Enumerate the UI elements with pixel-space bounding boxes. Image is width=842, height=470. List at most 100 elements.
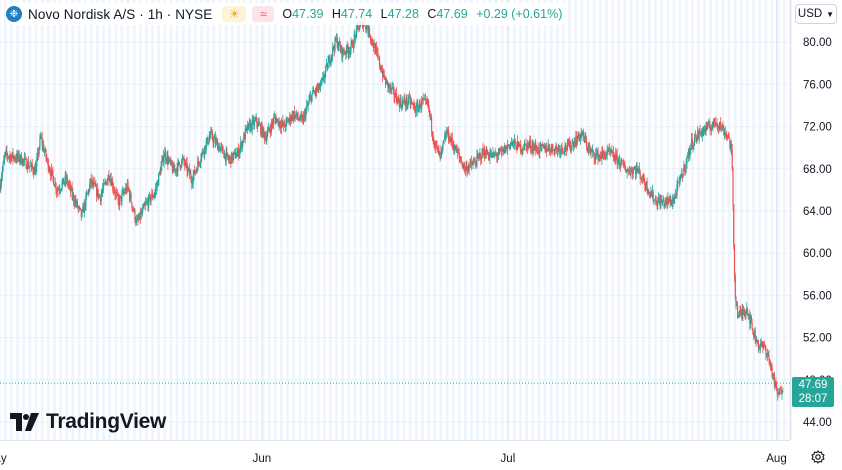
candle-body	[270, 122, 272, 132]
candle-body	[135, 219, 138, 223]
candle-body	[319, 82, 322, 88]
time-tick-label: May	[0, 453, 7, 465]
candle-body	[762, 345, 764, 348]
session-stripe	[482, 0, 486, 440]
candle-body	[457, 149, 459, 153]
candle-body	[342, 49, 344, 58]
session-stripe	[764, 0, 768, 440]
candle-body	[200, 159, 202, 163]
candle-body	[345, 45, 348, 54]
candle-body	[424, 98, 427, 100]
candle-body	[730, 143, 732, 150]
candle-body	[96, 188, 98, 196]
candle-body	[524, 143, 526, 145]
candle-body	[378, 57, 380, 59]
candle-body	[395, 93, 397, 101]
session-stripe	[697, 0, 700, 440]
candle-body	[302, 117, 304, 123]
candle-body	[488, 157, 490, 159]
candle-body	[327, 61, 329, 70]
candle-body	[351, 41, 353, 43]
candle-body	[777, 392, 779, 395]
candle-body	[293, 111, 295, 119]
candle-body	[377, 53, 379, 58]
candle-body	[616, 154, 618, 164]
candle-body	[71, 187, 73, 197]
candle-body	[14, 159, 16, 160]
candle-body	[575, 136, 577, 146]
candle-body	[547, 145, 549, 151]
candle-body	[615, 153, 617, 162]
candle-body	[240, 142, 243, 149]
candle-body	[633, 168, 635, 170]
candle-body	[120, 195, 122, 202]
candle-body	[537, 147, 539, 153]
candle-body	[260, 124, 262, 134]
data-delay-wave-icon[interactable]: ≈	[252, 6, 275, 22]
candle-body	[247, 123, 249, 130]
symbol-title[interactable]: Novo Nordisk A/S · 1h · NYSE	[28, 6, 213, 22]
candle-body	[658, 198, 660, 201]
candle-body	[661, 199, 663, 203]
candle-body	[229, 157, 231, 159]
candle-body	[149, 195, 151, 202]
candle-body	[7, 157, 9, 158]
session-stripe	[740, 0, 743, 440]
candle-body	[85, 195, 87, 207]
candle-body	[385, 79, 387, 85]
tradingview-watermark[interactable]: TradingView	[10, 410, 166, 434]
candle-body	[4, 152, 6, 156]
candle-body	[322, 76, 325, 80]
candle-body	[184, 162, 186, 166]
candle-body	[188, 168, 190, 175]
candle-body	[16, 153, 18, 161]
candle-body	[587, 147, 589, 151]
candle-body	[267, 127, 269, 131]
candle-body	[731, 150, 733, 169]
candle-body	[84, 202, 86, 207]
settings-gear-icon[interactable]	[811, 450, 825, 464]
candle-body	[665, 198, 667, 200]
low-label: L	[380, 7, 388, 21]
candle-body	[134, 209, 136, 221]
market-open-sun-icon[interactable]: ☀	[222, 6, 247, 22]
symbol-logo-icon[interactable]: ❉	[6, 6, 22, 22]
candle-body	[668, 201, 670, 203]
candle-body	[672, 199, 674, 203]
candle-body	[442, 143, 444, 146]
candle-body	[540, 144, 542, 147]
candle-body	[572, 142, 574, 144]
candle-body	[472, 162, 474, 166]
candle-body	[531, 145, 533, 150]
candle-body	[640, 178, 642, 179]
candle-body	[270, 129, 272, 132]
currency-button[interactable]: USD ▼	[795, 4, 837, 24]
candle-body	[513, 139, 516, 145]
candle-body	[353, 35, 355, 47]
candle-body	[712, 122, 714, 126]
candle-body	[76, 201, 78, 204]
candle-body	[122, 191, 124, 194]
candle-body	[99, 194, 101, 197]
candle-body	[355, 26, 358, 38]
candle-body	[31, 163, 33, 168]
candle-body	[474, 161, 476, 165]
candle-body	[661, 200, 663, 203]
candle-body	[717, 124, 719, 127]
candle-body	[220, 146, 222, 149]
candle-body	[549, 148, 551, 152]
candle-body	[560, 145, 562, 151]
candle-body	[487, 153, 489, 155]
candle-body	[502, 148, 504, 151]
candle-body	[598, 156, 600, 161]
candle-body	[316, 87, 318, 91]
candle-body	[417, 104, 419, 112]
session-stripe	[549, 0, 553, 440]
candle-body	[687, 149, 690, 156]
candle-body	[647, 190, 649, 192]
session-stripe	[114, 0, 118, 440]
candle-body	[496, 154, 498, 157]
candle-body	[79, 208, 82, 210]
candle-body	[707, 123, 709, 129]
